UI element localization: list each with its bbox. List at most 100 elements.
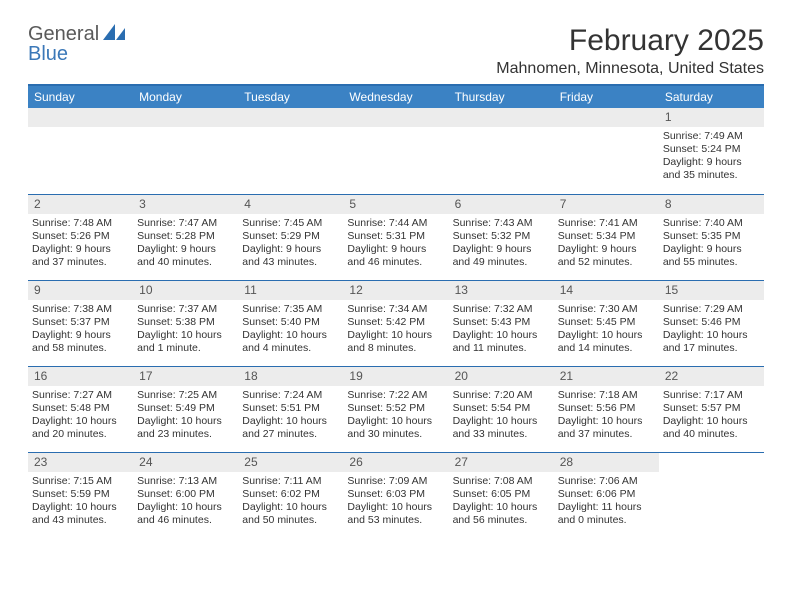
sunrise-line: Sunrise: 7:22 AM: [347, 389, 444, 402]
location: Mahnomen, Minnesota, United States: [496, 60, 764, 78]
daylight-line: Daylight: 9 hours and 37 minutes.: [32, 243, 129, 269]
sunrise-line: Sunrise: 7:35 AM: [242, 303, 339, 316]
sunrise-line: Sunrise: 7:44 AM: [347, 217, 444, 230]
day-number: 22: [659, 366, 764, 386]
dow-cell: Friday: [554, 86, 659, 108]
daylight-line: Daylight: 10 hours and 4 minutes.: [242, 329, 339, 355]
day-cell: 21Sunrise: 7:18 AMSunset: 5:56 PMDayligh…: [554, 366, 659, 452]
day-cell: [449, 108, 554, 194]
day-cell: 24Sunrise: 7:13 AMSunset: 6:00 PMDayligh…: [133, 452, 238, 538]
daylight-line: Daylight: 10 hours and 53 minutes.: [347, 501, 444, 527]
day-number: 1: [659, 108, 764, 127]
day-cell: 20Sunrise: 7:20 AMSunset: 5:54 PMDayligh…: [449, 366, 554, 452]
day-number: 9: [28, 280, 133, 300]
daylight-line: Daylight: 11 hours and 0 minutes.: [558, 501, 655, 527]
sunrise-line: Sunrise: 7:24 AM: [242, 389, 339, 402]
day-number: 12: [343, 280, 448, 300]
sunset-line: Sunset: 5:26 PM: [32, 230, 129, 243]
day-number: 15: [659, 280, 764, 300]
dow-cell: Wednesday: [343, 86, 448, 108]
empty-daynum: [133, 108, 238, 127]
sunset-line: Sunset: 5:37 PM: [32, 316, 129, 329]
day-cell: 27Sunrise: 7:08 AMSunset: 6:05 PMDayligh…: [449, 452, 554, 538]
logo-word2: Blue: [28, 43, 68, 65]
sunset-line: Sunset: 6:03 PM: [347, 488, 444, 501]
daylight-line: Daylight: 10 hours and 33 minutes.: [453, 415, 550, 441]
dow-cell: Saturday: [659, 86, 764, 108]
sunset-line: Sunset: 5:48 PM: [32, 402, 129, 415]
day-cell: 18Sunrise: 7:24 AMSunset: 5:51 PMDayligh…: [238, 366, 343, 452]
day-cell: 7Sunrise: 7:41 AMSunset: 5:34 PMDaylight…: [554, 194, 659, 280]
sunrise-line: Sunrise: 7:41 AM: [558, 217, 655, 230]
daylight-line: Daylight: 9 hours and 58 minutes.: [32, 329, 129, 355]
daylight-line: Daylight: 10 hours and 14 minutes.: [558, 329, 655, 355]
logo-word1: General: [28, 23, 99, 45]
day-number: 16: [28, 366, 133, 386]
day-number: 6: [449, 194, 554, 214]
daylight-line: Daylight: 9 hours and 35 minutes.: [663, 156, 760, 182]
day-number: 13: [449, 280, 554, 300]
day-cell: [133, 108, 238, 194]
day-cell: 26Sunrise: 7:09 AMSunset: 6:03 PMDayligh…: [343, 452, 448, 538]
day-cell: [343, 108, 448, 194]
daylight-line: Daylight: 9 hours and 49 minutes.: [453, 243, 550, 269]
day-number: 8: [659, 194, 764, 214]
day-cell: 12Sunrise: 7:34 AMSunset: 5:42 PMDayligh…: [343, 280, 448, 366]
sunset-line: Sunset: 5:54 PM: [453, 402, 550, 415]
day-cell: 8Sunrise: 7:40 AMSunset: 5:35 PMDaylight…: [659, 194, 764, 280]
sunset-line: Sunset: 5:46 PM: [663, 316, 760, 329]
logo: General Blue: [28, 24, 125, 64]
day-cell: 19Sunrise: 7:22 AMSunset: 5:52 PMDayligh…: [343, 366, 448, 452]
sunset-line: Sunset: 5:45 PM: [558, 316, 655, 329]
day-cell: [238, 108, 343, 194]
sunset-line: Sunset: 5:34 PM: [558, 230, 655, 243]
day-number: 19: [343, 366, 448, 386]
day-cell: 28 Sunrise: 7:06 AMSunset: 6:06 PMDayligh…: [554, 452, 659, 538]
day-number: 18: [238, 366, 343, 386]
sunset-line: Sunset: 5:32 PM: [453, 230, 550, 243]
sunrise-line: Sunrise: 7:49 AM: [663, 130, 760, 143]
empty-daynum: [28, 108, 133, 127]
day-cell: 23Sunrise: 7:15 AMSunset: 5:59 PMDayligh…: [28, 452, 133, 538]
day-number: 26: [343, 452, 448, 472]
header: General Blue February 2025 Mahnomen, Min…: [28, 24, 764, 78]
sunset-line: Sunset: 5:42 PM: [347, 316, 444, 329]
sunset-line: Sunset: 5:56 PM: [558, 402, 655, 415]
title-block: February 2025 Mahnomen, Minnesota, Unite…: [496, 24, 764, 78]
day-of-week-row: SundayMondayTuesdayWednesdayThursdayFrid…: [28, 86, 764, 108]
daylight-line: Daylight: 9 hours and 46 minutes.: [347, 243, 444, 269]
empty-daynum: [659, 452, 764, 471]
day-cell: 16Sunrise: 7:27 AMSunset: 5:48 PMDayligh…: [28, 366, 133, 452]
day-cell: [659, 452, 764, 538]
day-number: 28: [554, 452, 659, 472]
empty-daynum: [449, 108, 554, 127]
sunset-line: Sunset: 6:06 PM: [558, 488, 655, 501]
sunset-line: Sunset: 6:02 PM: [242, 488, 339, 501]
sunset-line: Sunset: 5:29 PM: [242, 230, 339, 243]
daylight-line: Daylight: 10 hours and 56 minutes.: [453, 501, 550, 527]
day-number: 25: [238, 452, 343, 472]
sunrise-line: Sunrise: 7:17 AM: [663, 389, 760, 402]
page-title: February 2025: [496, 24, 764, 58]
dow-cell: Monday: [133, 86, 238, 108]
sunset-line: Sunset: 5:51 PM: [242, 402, 339, 415]
sunset-line: Sunset: 5:43 PM: [453, 316, 550, 329]
sunrise-line: Sunrise: 7:08 AM: [453, 475, 550, 488]
day-cell: 14Sunrise: 7:30 AMSunset: 5:45 PMDayligh…: [554, 280, 659, 366]
sunrise-line: Sunrise: 7:11 AM: [242, 475, 339, 488]
day-cell: 15Sunrise: 7:29 AMSunset: 5:46 PMDayligh…: [659, 280, 764, 366]
sunrise-line: Sunrise: 7:13 AM: [137, 475, 234, 488]
sunrise-line: Sunrise: 7:30 AM: [558, 303, 655, 316]
day-number: 24: [133, 452, 238, 472]
day-number: 17: [133, 366, 238, 386]
day-number: 7: [554, 194, 659, 214]
empty-daynum: [238, 108, 343, 127]
sunrise-line: Sunrise: 7:38 AM: [32, 303, 129, 316]
daylight-line: Daylight: 10 hours and 8 minutes.: [347, 329, 444, 355]
sunset-line: Sunset: 6:05 PM: [453, 488, 550, 501]
sunrise-line: Sunrise: 7:18 AM: [558, 389, 655, 402]
day-cell: 25Sunrise: 7:11 AMSunset: 6:02 PMDayligh…: [238, 452, 343, 538]
sunrise-line: Sunrise: 7:06 AM: [558, 475, 655, 488]
day-cell: 11Sunrise: 7:35 AMSunset: 5:40 PMDayligh…: [238, 280, 343, 366]
day-number: 5: [343, 194, 448, 214]
